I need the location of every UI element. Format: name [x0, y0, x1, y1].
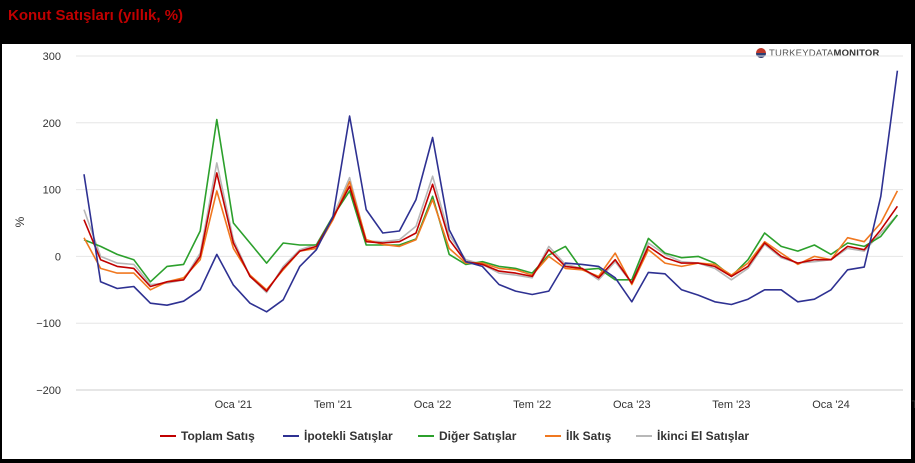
series-line-4 — [83, 162, 898, 294]
x-tick-label: Oca '21 — [215, 399, 253, 411]
y-tick-label: 0 — [55, 251, 61, 263]
legend-item-label[interactable]: İlk Satış — [566, 428, 612, 443]
legend-item-label[interactable]: Toplam Satış — [181, 429, 255, 443]
y-tick-label: −100 — [36, 318, 61, 330]
x-axis: Oca '21 Tem '21 Oca '22 Tem '22 Oca '23 Tem '… — [76, 389, 915, 411]
series-group — [83, 70, 899, 313]
legend: Toplam Satış İpotekli Satışlar Diğer Satış… — [160, 428, 749, 443]
series-line-1 — [83, 70, 899, 313]
y-tick-label: 300 — [43, 51, 61, 63]
y-tick-label: −200 — [36, 385, 61, 397]
x-tick-label: Oca '24 — [812, 399, 850, 411]
brand-part3: MONITOR — [833, 47, 880, 59]
x-tick-label: Oca '22 — [414, 399, 452, 411]
grid — [76, 55, 903, 391]
brand-part2: DATA — [808, 47, 834, 59]
y-tick-label: 100 — [43, 185, 61, 197]
brand-part1: TURKEY — [769, 47, 809, 59]
y-axis: −200 −100 0 100 200 300 — [36, 51, 61, 397]
title-bar: Konut Satışları (yıllık, %) — [0, 0, 915, 44]
x-tick-label: Oca '23 — [613, 399, 651, 411]
series-line-2 — [83, 118, 899, 283]
x-tick-label: Tem '23 — [712, 399, 750, 411]
legend-item-label[interactable]: İpotekli Satışlar — [304, 428, 393, 443]
y-axis-label: % — [13, 216, 27, 227]
y-tick-label: 200 — [43, 118, 61, 130]
series-line-3 — [83, 180, 899, 291]
legend-item-label[interactable]: Diğer Satışlar — [439, 429, 517, 443]
x-tick-label: Tem '22 — [513, 399, 551, 411]
legend-item-label[interactable]: İkinci El Satışlar — [657, 428, 749, 443]
x-tick-label: Tem '24 — [912, 399, 915, 411]
series-line-0 — [83, 172, 899, 292]
x-tick-label: Tem '21 — [314, 399, 352, 411]
page-title: Konut Satışları (yıllık, %) — [8, 7, 184, 24]
